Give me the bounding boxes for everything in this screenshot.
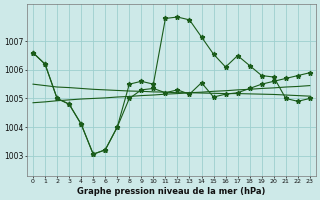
- X-axis label: Graphe pression niveau de la mer (hPa): Graphe pression niveau de la mer (hPa): [77, 187, 266, 196]
